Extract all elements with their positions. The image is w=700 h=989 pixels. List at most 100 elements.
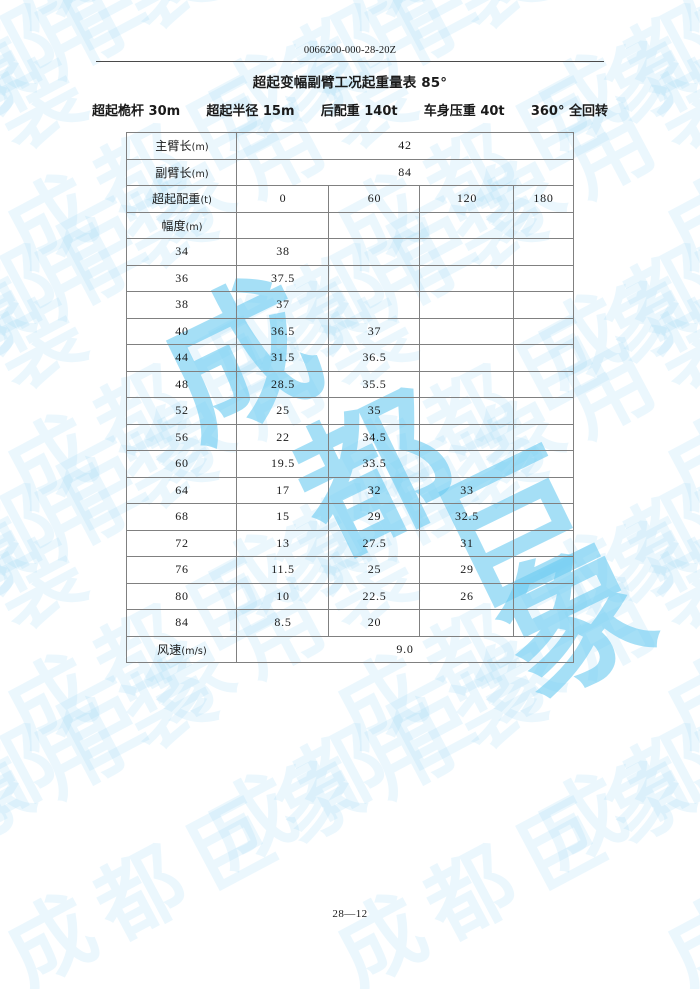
cell-capacity bbox=[513, 476, 574, 504]
cell-capacity bbox=[513, 370, 574, 398]
cell-radius: 60 bbox=[126, 450, 238, 478]
document-page: 0066200-000-28-20Z 超起变幅副臂工况起重量表 85° 超起桅杆… bbox=[92, 45, 608, 920]
cell-capacity: 11.5 bbox=[236, 556, 330, 584]
spec-line: 超起桅杆 30m 超起半径 15m 后配重 140t 车身压重 40t 360°… bbox=[92, 103, 608, 121]
cell-capacity: 27.5 bbox=[328, 529, 421, 557]
cell-radius: 84 bbox=[126, 609, 238, 637]
label-text-jib: 副臂长 bbox=[155, 165, 192, 180]
row-label-jib: 副臂长(m) bbox=[126, 158, 238, 186]
cell-capacity: 31 bbox=[419, 529, 515, 557]
cell-capacity: 25 bbox=[236, 397, 330, 425]
table-row: 72 13 27.5 31 bbox=[126, 529, 574, 557]
cell-capacity: 32 bbox=[328, 476, 421, 504]
cell-capacity: 29 bbox=[328, 503, 421, 531]
table-row: 60 19.5 33.5 bbox=[126, 450, 574, 478]
table-row: 40 36.5 37 bbox=[126, 317, 574, 345]
cell-radius: 76 bbox=[126, 556, 238, 584]
unit-m: (m) bbox=[185, 221, 203, 233]
cell-capacity bbox=[328, 238, 421, 266]
header-rule bbox=[96, 61, 604, 62]
table-row: 68 15 29 32.5 bbox=[126, 503, 574, 531]
cell-capacity bbox=[513, 264, 574, 292]
cell-capacity: 37 bbox=[236, 291, 330, 319]
cell-capacity bbox=[513, 291, 574, 319]
cell-capacity: 25 bbox=[328, 556, 421, 584]
cell-radius: 40 bbox=[126, 317, 238, 345]
table-row-counterweight-header: 超起配重(t) 0 60 120 180 bbox=[126, 185, 574, 213]
document-code: 0066200-000-28-20Z bbox=[303, 45, 397, 56]
cell-capacity: 33 bbox=[419, 476, 515, 504]
watermark-text: 成都巨象用装 bbox=[319, 632, 700, 989]
value-jib-length: 84 bbox=[236, 158, 574, 186]
cell-capacity bbox=[513, 450, 574, 478]
table-row: 38 37 bbox=[126, 291, 574, 319]
cell-capacity: 33.5 bbox=[328, 450, 421, 478]
radius-header-spacer-0 bbox=[236, 211, 330, 239]
cell-capacity: 10 bbox=[236, 582, 330, 610]
cell-capacity bbox=[419, 238, 515, 266]
cell-capacity bbox=[328, 291, 421, 319]
unit-m: (m) bbox=[191, 168, 209, 180]
row-label-superlift-counterweight: 超起配重(t) bbox=[126, 185, 238, 213]
cell-capacity: 32.5 bbox=[419, 503, 515, 531]
cell-radius: 48 bbox=[126, 370, 238, 398]
table-row-jib: 副臂长(m) 84 bbox=[126, 158, 574, 186]
cell-capacity bbox=[419, 397, 515, 425]
cell-radius: 52 bbox=[126, 397, 238, 425]
spec-slewing-range: 360° 全回转 bbox=[530, 104, 608, 119]
radius-header-spacer-3 bbox=[513, 211, 574, 239]
column-header-cw-0: 0 bbox=[236, 185, 330, 213]
radius-header-spacer-1 bbox=[328, 211, 421, 239]
label-text-main-boom: 主臂长 bbox=[155, 139, 192, 154]
cell-capacity: 35 bbox=[328, 397, 421, 425]
table-row: 48 28.5 35.5 bbox=[126, 370, 574, 398]
table-row: 34 38 bbox=[126, 238, 574, 266]
table-row-radius-header: 幅度(m) bbox=[126, 211, 574, 239]
cell-radius: 72 bbox=[126, 529, 238, 557]
spec-superlift-mast: 超起桅杆 30m bbox=[92, 104, 181, 119]
cell-capacity bbox=[513, 529, 574, 557]
cell-capacity bbox=[328, 264, 421, 292]
cell-radius: 80 bbox=[126, 582, 238, 610]
value-wind-speed: 9.0 bbox=[236, 635, 574, 663]
value-main-boom-length: 42 bbox=[236, 132, 574, 160]
load-chart-body: 主臂长(m) 42 副臂长(m) 84 超起配重(t) 0 60 120 180… bbox=[126, 132, 574, 663]
cell-radius: 38 bbox=[126, 291, 238, 319]
table-row: 56 22 34.5 bbox=[126, 423, 574, 451]
table-row: 36 37.5 bbox=[126, 264, 574, 292]
column-header-cw-60: 60 bbox=[328, 185, 421, 213]
cell-capacity: 37 bbox=[328, 317, 421, 345]
cell-capacity bbox=[513, 609, 574, 637]
cell-capacity bbox=[419, 317, 515, 345]
table-row: 64 17 32 33 bbox=[126, 476, 574, 504]
page-title: 超起变幅副臂工况起重量表 85° bbox=[252, 75, 448, 91]
radius-header-spacer-2 bbox=[419, 211, 515, 239]
cell-capacity bbox=[419, 370, 515, 398]
table-row: 44 31.5 36.5 bbox=[126, 344, 574, 372]
cell-capacity: 29 bbox=[419, 556, 515, 584]
cell-capacity: 19.5 bbox=[236, 450, 330, 478]
spec-superlift-radius: 超起半径 15m bbox=[206, 104, 295, 119]
watermark-text: 成都巨象用装 bbox=[0, 632, 245, 989]
cell-capacity: 28.5 bbox=[236, 370, 330, 398]
table-row: 52 25 35 bbox=[126, 397, 574, 425]
cell-capacity: 22.5 bbox=[328, 582, 421, 610]
cell-capacity bbox=[513, 317, 574, 345]
cell-capacity bbox=[419, 423, 515, 451]
unit-m: (m) bbox=[191, 142, 209, 154]
unit-ms: (m/s) bbox=[181, 645, 207, 657]
row-label-main-boom: 主臂长(m) bbox=[126, 132, 238, 160]
watermark-text: 成都巨象用装 bbox=[649, 632, 700, 989]
cell-capacity: 36.5 bbox=[236, 317, 330, 345]
cell-radius: 64 bbox=[126, 476, 238, 504]
cell-capacity: 15 bbox=[236, 503, 330, 531]
cell-capacity: 37.5 bbox=[236, 264, 330, 292]
table-row-main-boom: 主臂长(m) 42 bbox=[126, 132, 574, 160]
cell-capacity bbox=[513, 238, 574, 266]
watermark-text: 成都巨象用装 bbox=[0, 632, 575, 989]
table-row: 84 8.5 20 bbox=[126, 609, 574, 637]
row-label-wind-speed: 风速(m/s) bbox=[126, 635, 238, 663]
cell-capacity bbox=[513, 582, 574, 610]
cell-capacity bbox=[419, 264, 515, 292]
column-header-cw-120: 120 bbox=[419, 185, 515, 213]
